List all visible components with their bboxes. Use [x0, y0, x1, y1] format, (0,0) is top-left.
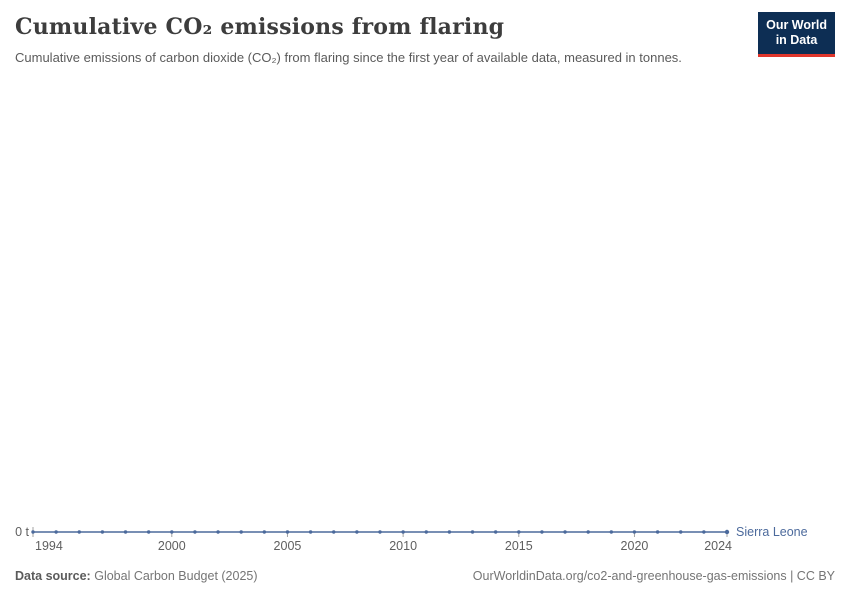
- y-tick-label: 0 t: [15, 525, 29, 539]
- data-point: [401, 530, 405, 534]
- data-point: [285, 530, 290, 534]
- data-point: [609, 530, 614, 534]
- owid-logo-line1: Our World: [766, 18, 827, 32]
- data-point: [424, 530, 428, 534]
- data-point: [100, 530, 105, 534]
- data-point: [517, 530, 521, 534]
- data-source-value: Global Carbon Budget (2025): [94, 569, 258, 583]
- data-point: [332, 530, 336, 534]
- data-point: [378, 530, 382, 534]
- data-source-label: Data source:: [15, 569, 91, 583]
- data-point: [724, 529, 730, 535]
- data-source: Data source: Global Carbon Budget (2025): [15, 569, 258, 583]
- data-point: [308, 530, 313, 534]
- chart-subtitle: Cumulative emissions of carbon dioxide (…: [15, 50, 682, 65]
- chart-footer: Data source: Global Carbon Budget (2025)…: [15, 569, 835, 583]
- data-point: [493, 530, 498, 534]
- chart-header: Cumulative CO₂ emissions from flaring Cu…: [15, 14, 755, 67]
- x-tick-label: 2015: [505, 539, 533, 553]
- owid-logo: Our World in Data: [758, 12, 835, 57]
- data-point: [77, 530, 81, 534]
- data-point: [586, 530, 590, 534]
- data-point: [216, 530, 220, 534]
- entity-label[interactable]: Sierra Leone: [736, 525, 808, 539]
- data-point: [123, 530, 128, 534]
- data-point: [54, 530, 58, 534]
- x-tick-label: 2020: [621, 539, 649, 553]
- data-point: [193, 530, 197, 534]
- data-point: [239, 530, 243, 534]
- data-point: [702, 530, 706, 534]
- data-point: [655, 530, 660, 534]
- x-tick-label: 2000: [158, 539, 186, 553]
- data-point: [355, 530, 359, 534]
- chart-title: Cumulative CO₂ emissions from flaring: [15, 14, 505, 40]
- owid-logo-line2: in Data: [775, 33, 818, 48]
- x-tick-label: 2005: [274, 539, 302, 553]
- data-point: [170, 530, 174, 534]
- data-point: [679, 530, 683, 534]
- data-point: [632, 530, 637, 534]
- data-point: [146, 530, 151, 534]
- x-tick-label: 1994: [35, 539, 63, 553]
- data-point: [563, 530, 567, 534]
- credit-line: OurWorldinData.org/co2-and-greenhouse-ga…: [472, 569, 835, 583]
- x-tick-label: 2010: [389, 539, 417, 553]
- data-point: [540, 530, 544, 534]
- data-point: [262, 530, 267, 534]
- data-point: [31, 530, 35, 534]
- x-tick-label: 2024: [704, 539, 732, 553]
- data-point: [447, 530, 452, 534]
- data-point: [470, 530, 475, 534]
